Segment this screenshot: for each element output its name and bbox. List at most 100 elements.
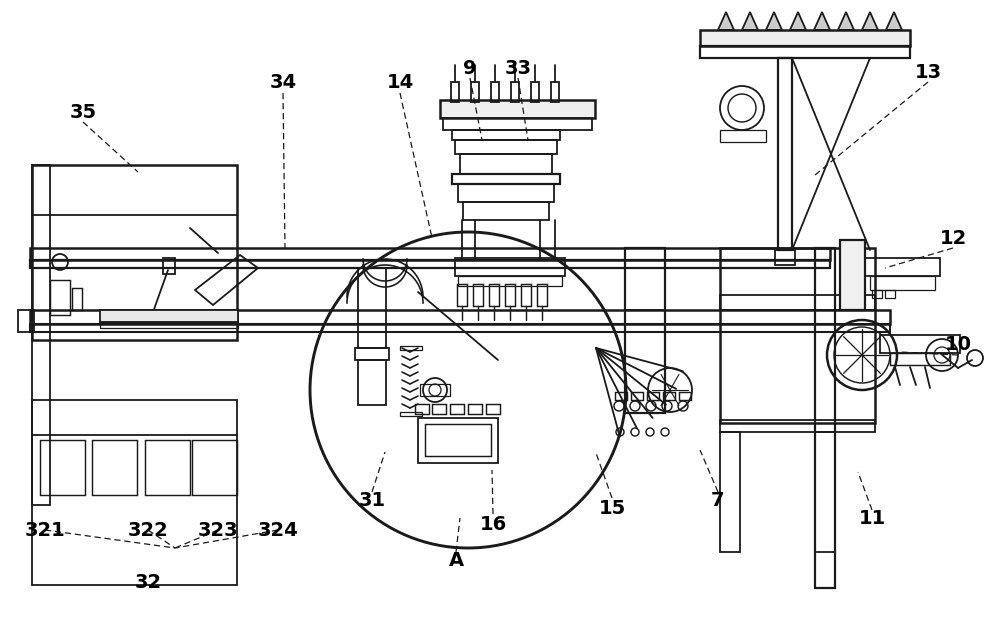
- Bar: [720, 432, 740, 552]
- Polygon shape: [718, 12, 734, 30]
- Bar: [537, 284, 547, 306]
- Bar: [471, 82, 479, 102]
- Text: 321: 321: [25, 521, 65, 540]
- Text: 11: 11: [858, 508, 886, 528]
- Bar: [840, 240, 865, 310]
- Bar: [163, 258, 175, 274]
- Bar: [100, 322, 238, 328]
- Bar: [663, 392, 675, 400]
- Bar: [400, 412, 422, 416]
- Bar: [40, 440, 85, 495]
- Bar: [631, 392, 643, 400]
- Bar: [700, 46, 910, 58]
- Text: 32: 32: [134, 572, 162, 591]
- Bar: [880, 335, 960, 353]
- Bar: [647, 392, 659, 400]
- Bar: [775, 250, 795, 265]
- Text: 33: 33: [505, 59, 532, 77]
- Polygon shape: [838, 12, 854, 30]
- Bar: [486, 404, 500, 414]
- Bar: [192, 440, 237, 495]
- Polygon shape: [766, 12, 782, 30]
- Text: A: A: [448, 551, 464, 570]
- Bar: [885, 290, 895, 298]
- Bar: [425, 424, 491, 456]
- Polygon shape: [814, 12, 830, 30]
- Bar: [451, 82, 459, 102]
- Text: 34: 34: [269, 73, 297, 91]
- Bar: [30, 248, 830, 260]
- Text: 7: 7: [711, 491, 725, 510]
- Bar: [615, 392, 627, 400]
- Bar: [720, 248, 875, 423]
- Bar: [551, 82, 559, 102]
- Bar: [32, 165, 237, 340]
- Bar: [455, 258, 565, 276]
- Bar: [865, 258, 940, 276]
- Polygon shape: [742, 12, 758, 30]
- Bar: [531, 82, 539, 102]
- Bar: [458, 276, 562, 286]
- Polygon shape: [862, 12, 878, 30]
- Bar: [679, 392, 691, 400]
- Bar: [72, 288, 82, 310]
- Bar: [511, 82, 519, 102]
- Text: 322: 322: [128, 521, 168, 540]
- Text: 14: 14: [386, 73, 414, 91]
- Bar: [460, 154, 552, 174]
- Bar: [872, 290, 882, 298]
- Text: 13: 13: [914, 63, 942, 82]
- Bar: [452, 130, 560, 140]
- Bar: [457, 284, 467, 306]
- Bar: [415, 404, 429, 414]
- Bar: [778, 58, 792, 250]
- Bar: [458, 184, 554, 202]
- Text: 9: 9: [463, 59, 477, 77]
- Bar: [30, 310, 890, 324]
- Polygon shape: [790, 12, 806, 30]
- Bar: [420, 384, 450, 396]
- Bar: [463, 202, 549, 220]
- Bar: [815, 432, 835, 552]
- Bar: [432, 404, 446, 414]
- Bar: [720, 130, 766, 142]
- Bar: [30, 324, 890, 332]
- Polygon shape: [886, 12, 902, 30]
- Bar: [32, 400, 237, 585]
- Bar: [32, 165, 50, 505]
- Text: 15: 15: [598, 498, 626, 517]
- Bar: [145, 440, 190, 495]
- Bar: [505, 284, 515, 306]
- Bar: [440, 100, 595, 118]
- Bar: [521, 284, 531, 306]
- Bar: [700, 30, 910, 46]
- Bar: [468, 404, 482, 414]
- Bar: [455, 140, 557, 154]
- Bar: [720, 420, 875, 432]
- Text: 12: 12: [939, 228, 967, 248]
- Bar: [358, 360, 386, 405]
- Bar: [890, 353, 950, 365]
- Bar: [443, 118, 592, 130]
- Text: 324: 324: [258, 521, 298, 540]
- Bar: [30, 260, 830, 268]
- Bar: [100, 310, 238, 322]
- Bar: [18, 310, 34, 332]
- Bar: [418, 418, 498, 463]
- Bar: [473, 284, 483, 306]
- Bar: [491, 82, 499, 102]
- Bar: [452, 174, 560, 184]
- Bar: [92, 440, 137, 495]
- Bar: [625, 248, 665, 413]
- Bar: [355, 348, 389, 360]
- Bar: [815, 248, 835, 588]
- Bar: [358, 268, 386, 348]
- Text: 16: 16: [479, 514, 507, 533]
- Bar: [720, 295, 875, 310]
- Bar: [450, 404, 464, 414]
- Bar: [50, 280, 70, 315]
- Bar: [489, 284, 499, 306]
- Text: 10: 10: [944, 336, 972, 355]
- Text: 323: 323: [198, 521, 238, 540]
- Text: 35: 35: [69, 103, 97, 121]
